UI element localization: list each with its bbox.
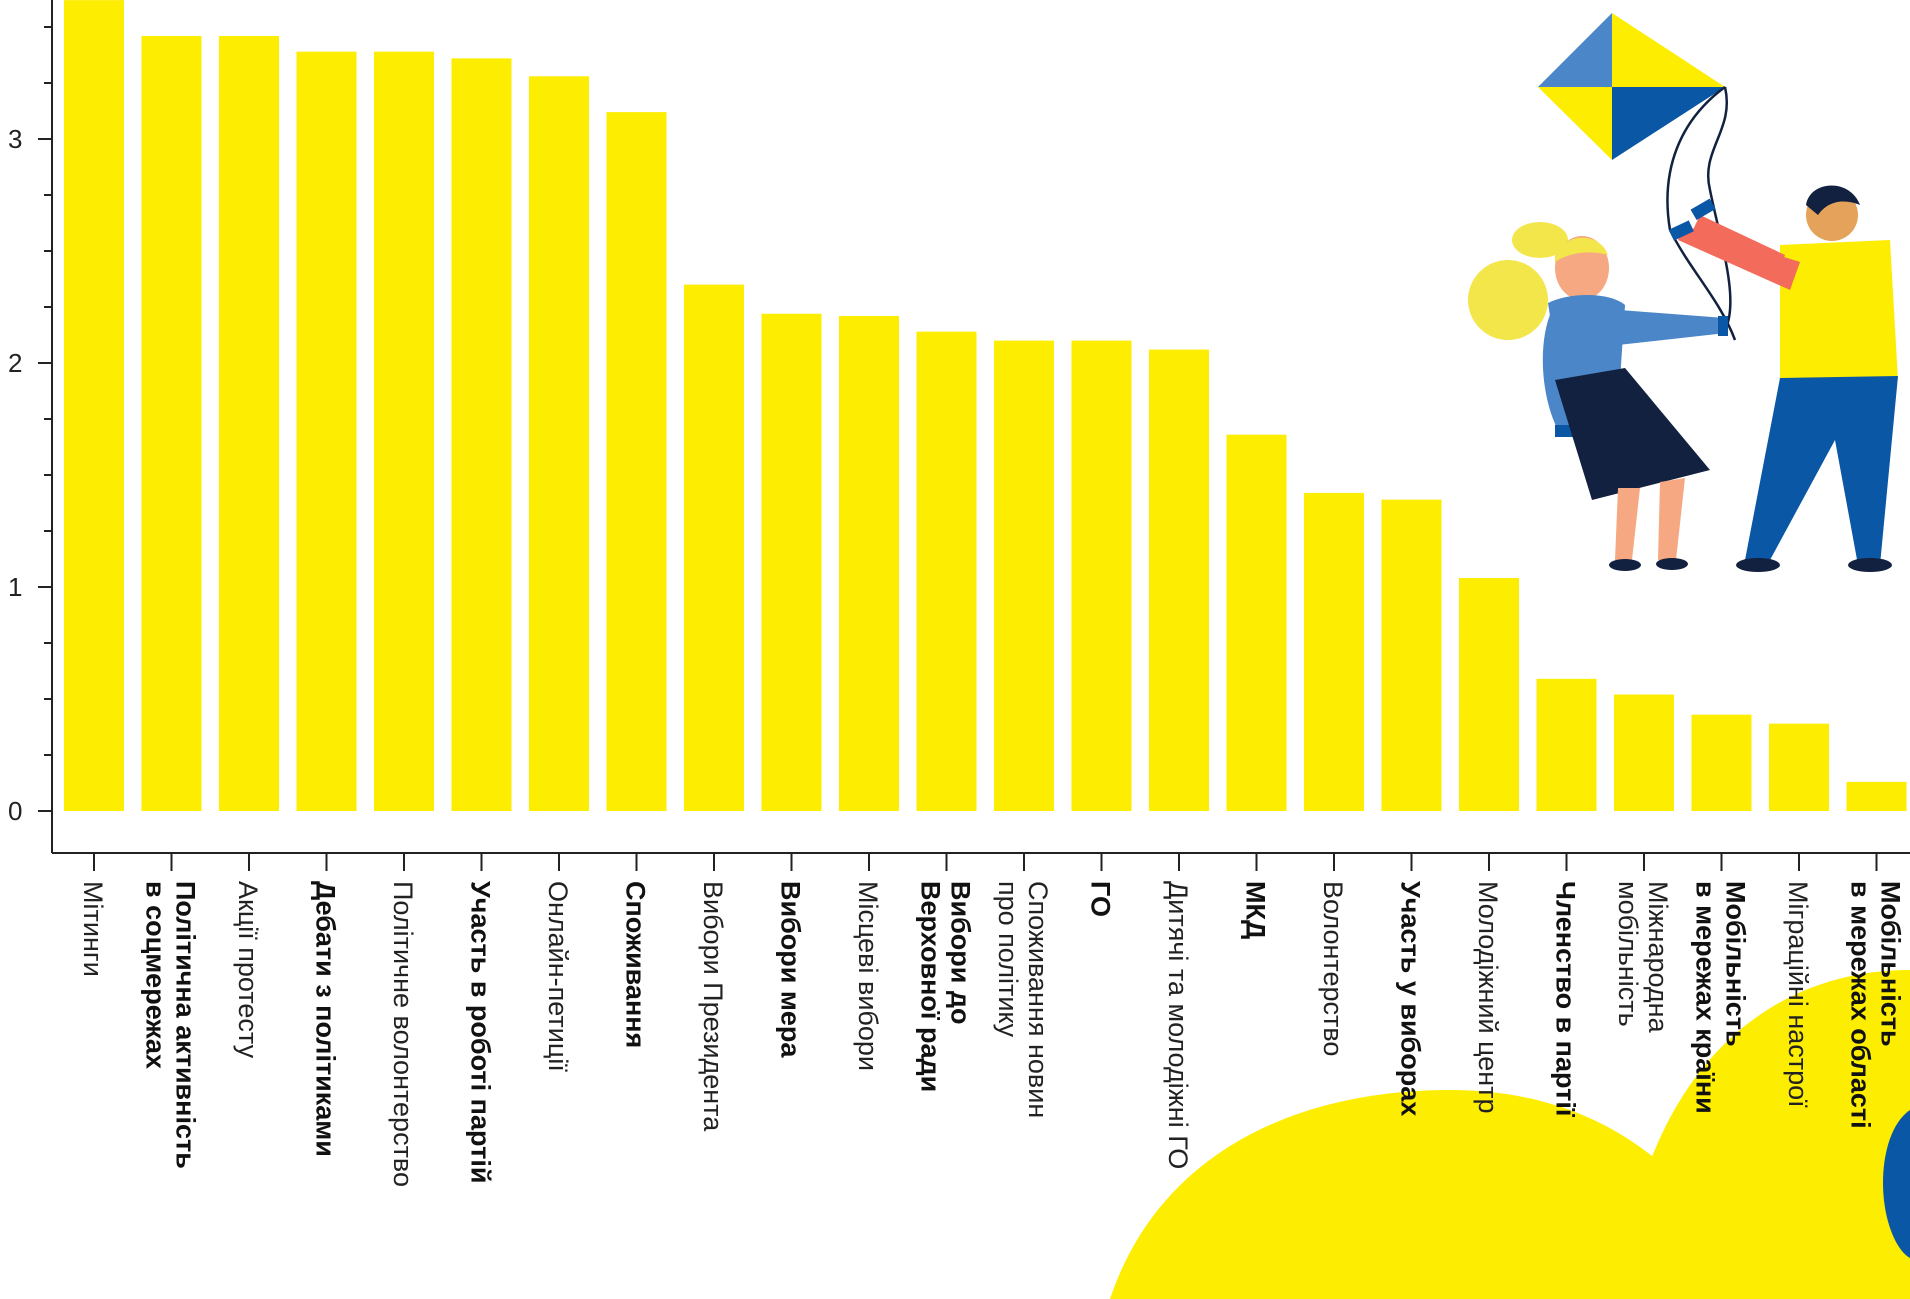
x-ticks <box>93 853 1878 871</box>
y-tick-label: 1 <box>8 572 22 602</box>
category-label-line: Дитячі та молодіжні ГО <box>1163 881 1193 1169</box>
category-label-line: Вибори мера <box>776 881 806 1058</box>
bar <box>839 315 899 811</box>
bar <box>994 340 1054 811</box>
kite-illustration <box>1468 13 1898 572</box>
category-label: МКД <box>1241 881 1271 939</box>
boy-figure <box>1668 185 1898 572</box>
category-label: Онлайн-петиції <box>543 881 573 1072</box>
category-label-line: Міграційні настрої <box>1783 881 1813 1108</box>
category-label: Участь у виборах <box>1396 881 1426 1116</box>
bar <box>1846 781 1907 811</box>
bar <box>606 112 667 812</box>
category-label: Вибори мера <box>776 881 806 1058</box>
category-label: Вибори Президента <box>698 881 728 1132</box>
bar <box>296 51 357 811</box>
y-tick-label: 2 <box>8 348 22 378</box>
category-label-line: Участь в роботі партій <box>466 881 496 1183</box>
category-label-line: Молодіжний центр <box>1473 881 1503 1114</box>
bar <box>1149 349 1209 811</box>
category-label-line: Верховної ради <box>916 881 946 1092</box>
category-label-line: мобільність <box>1613 881 1643 1027</box>
bar <box>1381 499 1442 811</box>
category-label: ГО <box>1086 881 1116 917</box>
category-label-line: Онлайн-петиції <box>543 881 573 1072</box>
bar <box>1614 694 1674 811</box>
category-label-line: в мережах країни <box>1691 881 1721 1114</box>
category-label-line: Дебати з політиками <box>311 881 341 1157</box>
category-label: Споживання <box>621 881 651 1048</box>
bar <box>219 35 279 811</box>
bar <box>1536 678 1597 811</box>
category-label: Участь в роботі партій <box>466 881 496 1183</box>
category-label-line: Членство в партії <box>1551 881 1581 1118</box>
category-label-line: Мобільність <box>1876 881 1906 1047</box>
category-label: Дитячі та молодіжні ГО <box>1163 881 1193 1169</box>
category-label: Акції протесту <box>233 881 263 1059</box>
bars <box>64 0 1907 812</box>
category-label: Місцеві вибори <box>853 881 883 1071</box>
background-blobs <box>1110 970 1910 1299</box>
category-label-line: про політику <box>993 881 1023 1038</box>
category-label-line: в соцмережах <box>141 881 171 1069</box>
category-label: Політичне волонтерство <box>388 881 418 1187</box>
category-label-line: Волонтерство <box>1318 881 1348 1056</box>
y-tick-label: 0 <box>8 796 22 826</box>
category-label: Міграційні настрої <box>1783 881 1813 1108</box>
bar <box>684 284 744 812</box>
category-label-line: Політичне волонтерство <box>388 881 418 1187</box>
bar <box>141 35 202 811</box>
bar <box>1769 723 1829 811</box>
bar <box>1691 714 1752 811</box>
category-label-line: Мобільність <box>1721 881 1751 1047</box>
category-label-line: Участь у виборах <box>1396 881 1426 1116</box>
blue-blob-edge <box>1883 1110 1910 1258</box>
y-ticks: 0 1 2 3 <box>8 26 52 826</box>
yellow-blob-left <box>1110 1090 1760 1299</box>
bar <box>1071 340 1132 811</box>
category-label-line: Мітинги <box>78 881 108 977</box>
category-label-line: Міжнародна <box>1643 881 1673 1034</box>
category-label: Волонтерство <box>1318 881 1348 1056</box>
category-label-line: в мережах області <box>1846 881 1876 1129</box>
bar <box>1304 492 1364 811</box>
axes <box>51 0 1910 854</box>
bar <box>1459 578 1519 811</box>
kite-icon <box>1538 13 1737 341</box>
category-label: Дебати з політиками <box>311 881 341 1157</box>
category-label: Членство в партії <box>1551 881 1581 1118</box>
category-label-line: Політична активність <box>171 881 201 1169</box>
category-label-line: Місцеві вибори <box>853 881 883 1071</box>
category-label-line: ГО <box>1086 881 1116 917</box>
category-label: Мітинги <box>78 881 108 977</box>
category-label-line: Споживання <box>621 881 651 1048</box>
category-label: Молодіжний центр <box>1473 881 1503 1114</box>
bar <box>374 51 434 811</box>
category-label-line: Споживання новин <box>1023 881 1053 1118</box>
y-tick-label: 3 <box>8 124 22 154</box>
category-label-line: Вибори Президента <box>698 881 728 1132</box>
bar <box>529 76 589 811</box>
bar <box>1226 434 1287 811</box>
girl-figure <box>1468 222 1728 571</box>
bar <box>916 331 977 811</box>
category-label-line: Акції протесту <box>233 881 263 1059</box>
category-label-line: МКД <box>1241 881 1271 939</box>
bar <box>64 0 124 812</box>
bar <box>761 313 822 811</box>
bar <box>451 58 512 812</box>
category-label-line: Вибори до <box>946 881 976 1025</box>
yellow-blob-right <box>1620 970 1910 1299</box>
